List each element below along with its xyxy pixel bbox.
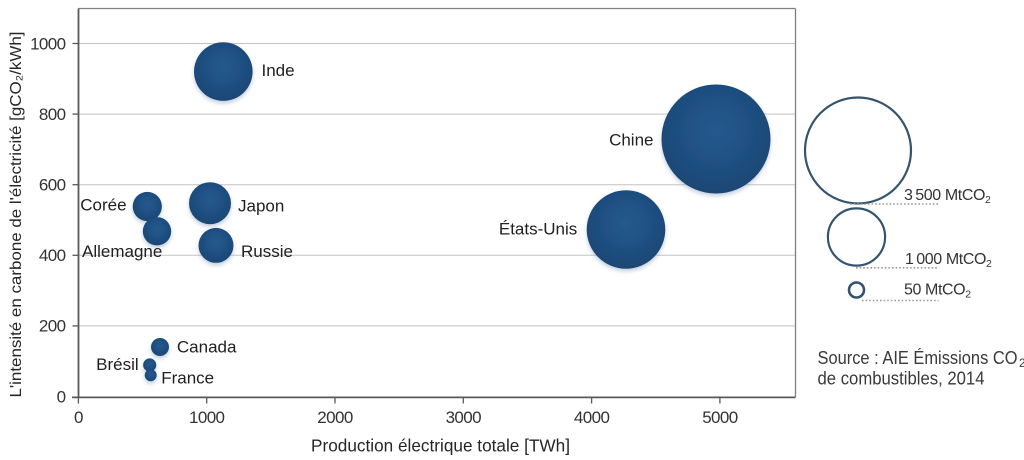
svg-text:Production électrique totale [: Production électrique totale [TWh] — [311, 436, 570, 456]
svg-text:Brésil: Brésil — [96, 355, 139, 374]
svg-text:Corée: Corée — [80, 195, 126, 214]
svg-text:Japon: Japon — [238, 197, 284, 216]
svg-text:800: 800 — [39, 105, 66, 124]
svg-text:de combustibles, 2014: de combustibles, 2014 — [818, 369, 985, 389]
svg-text:600: 600 — [39, 176, 66, 195]
svg-text:États-Unis: États-Unis — [499, 219, 577, 238]
svg-text:400: 400 — [39, 246, 66, 265]
svg-text:0: 0 — [74, 408, 83, 427]
svg-text:Inde: Inde — [262, 61, 295, 80]
svg-text:50 MtCO2: 50 MtCO2 — [904, 282, 971, 301]
svg-text:200: 200 — [39, 317, 66, 336]
svg-text:1000: 1000 — [189, 408, 225, 427]
svg-text:Allemagne: Allemagne — [82, 242, 162, 261]
svg-text:Canada: Canada — [177, 337, 237, 356]
svg-text:2000: 2000 — [317, 408, 353, 427]
svg-text:Source : AIE Émissions CO: Source : AIE Émissions CO — [818, 348, 1018, 368]
svg-text:Russie: Russie — [241, 242, 293, 261]
svg-text:3000: 3000 — [446, 408, 482, 427]
svg-text:5000: 5000 — [702, 408, 738, 427]
svg-text:4000: 4000 — [574, 408, 610, 427]
svg-text:Chine: Chine — [609, 131, 653, 150]
svg-text:3 500 MtCO2: 3 500 MtCO2 — [904, 187, 991, 206]
svg-text:2: 2 — [1019, 356, 1024, 370]
svg-text:France: France — [161, 368, 214, 387]
svg-text:1000: 1000 — [30, 34, 66, 53]
svg-text:1 000 MtCO2: 1 000 MtCO2 — [905, 251, 992, 270]
svg-text:0: 0 — [57, 387, 66, 406]
svg-text:L'intensité en carbone de l'él: L'intensité en carbone de l'électricité … — [8, 32, 25, 398]
